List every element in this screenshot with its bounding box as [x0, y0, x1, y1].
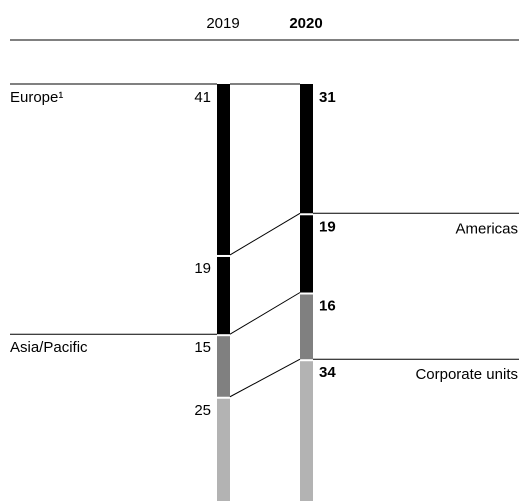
year-label-2020: 2020 — [289, 15, 322, 32]
value-label-2020-europe: 31 — [319, 89, 336, 106]
bar-2020-asiapacific — [300, 294, 313, 360]
value-label-2019-americas: 19 — [194, 260, 211, 277]
value-label-2019-asiapacific: 15 — [194, 339, 211, 356]
connector-line — [229, 212, 301, 256]
bar-2020-corporateunits — [300, 361, 313, 501]
value-label-2019-europe: 41 — [194, 89, 211, 106]
connector-line — [229, 358, 301, 398]
series-label-corporateunits: Corporate units — [415, 366, 518, 383]
value-label-2020-corporateunits: 34 — [319, 364, 336, 381]
connector-line — [229, 292, 301, 335]
bar-2019-asiapacific — [217, 336, 230, 397]
value-label-2020-asiapacific: 16 — [319, 298, 336, 315]
series-label-americas: Americas — [455, 220, 518, 237]
bar-2020-europe — [300, 84, 313, 214]
series-label-asiapacific: Asia/Pacific — [10, 339, 88, 356]
value-label-2019-corporateunits: 25 — [194, 402, 211, 419]
bar-2019-americas — [217, 256, 230, 335]
bar-2020-americas — [300, 215, 313, 293]
bar-2019-corporateunits — [217, 398, 230, 501]
bar-2019-europe — [217, 84, 230, 255]
year-label-2019: 2019 — [206, 15, 239, 32]
series-label-europe: Europe¹ — [10, 89, 63, 106]
value-label-2020-americas: 19 — [319, 218, 336, 235]
